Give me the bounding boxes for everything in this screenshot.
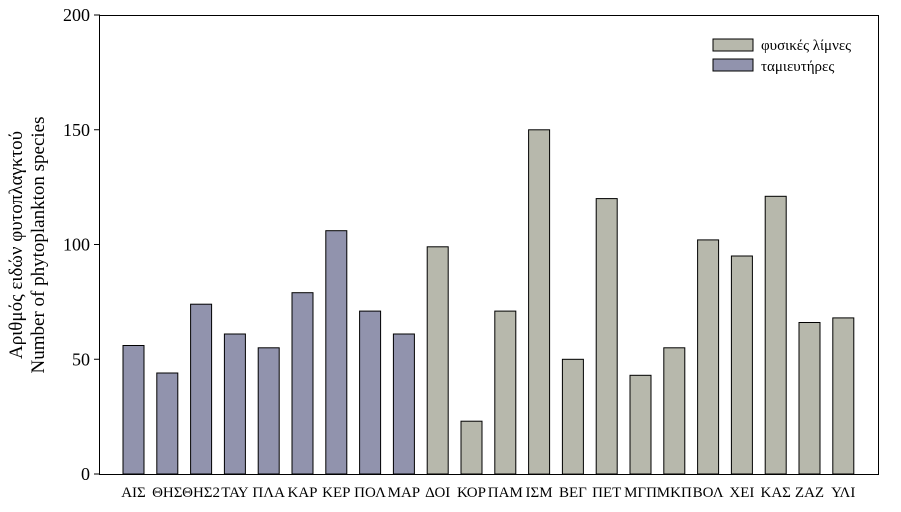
- y-axis-title-line1: Αριθμός ειδών φυτοπλαγκτού: [6, 131, 27, 359]
- legend-label-natural-lakes: φυσικές λίμνες: [761, 38, 851, 54]
- x-tick-label: ΠΛΑ: [252, 485, 285, 501]
- x-tick-label: ΘΗΣ2: [182, 485, 220, 501]
- x-tick-label: ΚΟΡ: [457, 485, 486, 501]
- legend-swatch-reservoirs: [712, 58, 754, 72]
- x-tick-label: ΠΟΛ: [354, 485, 386, 501]
- y-tick-label: 50: [72, 349, 90, 369]
- plot-frame: [99, 15, 879, 475]
- x-tick-label: ΚΕΡ: [322, 485, 350, 501]
- x-tick-label: ΒΟΛ: [693, 485, 724, 501]
- bar-ΚΕΡ: [325, 230, 348, 475]
- y-tick-label: 200: [63, 5, 90, 25]
- x-tick-label: ΚΑΡ: [287, 485, 317, 501]
- bar-ΚΟΡ: [460, 420, 483, 475]
- bar-ΥΛΙ: [832, 317, 855, 475]
- bar-ΤΑΥ: [223, 333, 246, 475]
- x-tick-label: ΜΚΠ: [657, 485, 692, 501]
- y-axis-title-line2: Number of phytoplankton species: [28, 117, 49, 374]
- x-axis-labels: ΑΙΣ ΘΗΣ ΘΗΣ2 ΤΑΥ ΠΛΑ ΚΑΡ ΚΕΡ ΠΟΛ ΜΑΡ ΔΟΙ ΚΟΡ ΠΑΜ ΙΣΜ…: [121, 485, 855, 501]
- bar-ΖΑΖ: [798, 322, 821, 475]
- bar-ΜΑΡ: [392, 333, 415, 475]
- bar-ΚΑΣ: [764, 195, 787, 475]
- bar-ΚΑΡ: [291, 292, 314, 475]
- x-tick-label: ΑΙΣ: [121, 485, 146, 501]
- x-tick-label: ΔΟΙ: [425, 485, 450, 501]
- bar-ΜΚΠ: [663, 347, 686, 475]
- legend-swatch-natural-lakes: [712, 38, 754, 52]
- x-tick-label: ΧΕΙ: [729, 485, 754, 501]
- bar-ΙΣΜ: [528, 129, 551, 475]
- x-tick-label: ΥΛΙ: [831, 485, 855, 501]
- bar-ΜΓΠ: [629, 374, 652, 475]
- y-tick-label: 150: [63, 120, 90, 140]
- bar-ΘΗΣ: [156, 372, 179, 475]
- legend-label-reservoirs: ταμιευτήρες: [761, 59, 834, 75]
- bar-series: [122, 129, 855, 475]
- bar-ΠΕΤ: [595, 198, 618, 475]
- x-tick-label: ΜΓΠ: [624, 485, 657, 501]
- bar-ΔΟΙ: [426, 246, 449, 475]
- y-tick-label: 100: [63, 235, 90, 255]
- x-tick-label: ΘΗΣ: [152, 485, 182, 501]
- bar-ΧΕΙ: [730, 255, 753, 475]
- x-tick-label: ΙΣΜ: [526, 485, 553, 501]
- x-tick-label: ΒΕΓ: [559, 485, 587, 501]
- bar-ΒΟΛ: [697, 239, 720, 475]
- bar-ΠΑΜ: [494, 310, 517, 475]
- bar-ΘΗΣ2: [190, 303, 213, 475]
- x-tick-label: ΤΑΥ: [221, 485, 249, 501]
- y-axis-title: Αριθμός ειδών φυτοπλαγκτού Number of phy…: [6, 117, 49, 374]
- x-tick-label: ΚΑΣ: [760, 485, 790, 501]
- bar-ΠΟΛ: [359, 310, 382, 475]
- y-axis: 0 50 100 150 200: [63, 5, 100, 484]
- x-tick-label: ΠΑΜ: [488, 485, 523, 501]
- x-tick-label: ΠΕΤ: [592, 485, 621, 501]
- bar-ΠΛΑ: [257, 347, 280, 475]
- x-tick-label: ΜΑΡ: [388, 485, 421, 501]
- legend: φυσικές λίμνες ταμιευτήρες: [712, 38, 851, 75]
- bar-ΑΙΣ: [122, 345, 145, 475]
- bar-ΒΕΓ: [561, 358, 584, 475]
- x-tick-label: ΖΑΖ: [795, 485, 824, 501]
- y-tick-label: 0: [81, 464, 90, 484]
